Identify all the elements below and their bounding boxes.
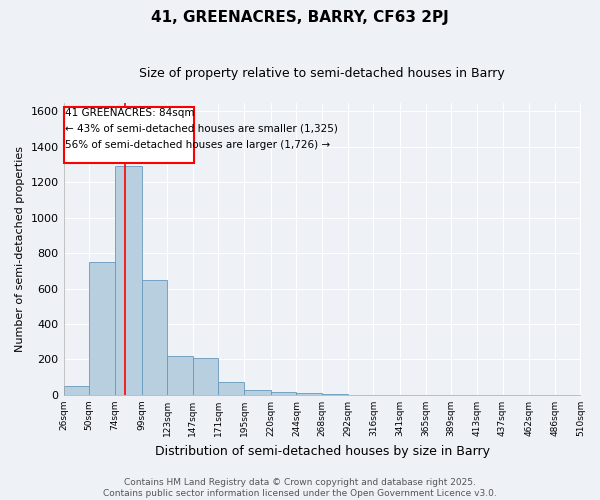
Text: 41 GREENACRES: 84sqm: 41 GREENACRES: 84sqm xyxy=(65,108,194,118)
Bar xyxy=(142,280,167,395)
Text: Contains HM Land Registry data © Crown copyright and database right 2025.
Contai: Contains HM Land Registry data © Crown c… xyxy=(103,478,497,498)
Text: ← 43% of semi-detached houses are smaller (1,325): ← 43% of semi-detached houses are smalle… xyxy=(65,124,337,134)
Bar xyxy=(167,356,193,395)
Text: 41, GREENACRES, BARRY, CF63 2PJ: 41, GREENACRES, BARRY, CF63 2PJ xyxy=(151,10,449,25)
Bar xyxy=(115,166,142,395)
Bar xyxy=(89,262,115,395)
Bar xyxy=(193,358,218,395)
Bar xyxy=(64,386,89,395)
Bar xyxy=(244,390,271,395)
Y-axis label: Number of semi-detached properties: Number of semi-detached properties xyxy=(15,146,25,352)
Bar xyxy=(322,394,347,395)
Bar xyxy=(296,393,322,395)
Text: 56% of semi-detached houses are larger (1,726) →: 56% of semi-detached houses are larger (… xyxy=(65,140,330,149)
FancyBboxPatch shape xyxy=(64,107,194,163)
Bar xyxy=(218,382,244,395)
Title: Size of property relative to semi-detached houses in Barry: Size of property relative to semi-detach… xyxy=(139,68,505,80)
X-axis label: Distribution of semi-detached houses by size in Barry: Distribution of semi-detached houses by … xyxy=(155,444,490,458)
Bar xyxy=(271,392,296,395)
